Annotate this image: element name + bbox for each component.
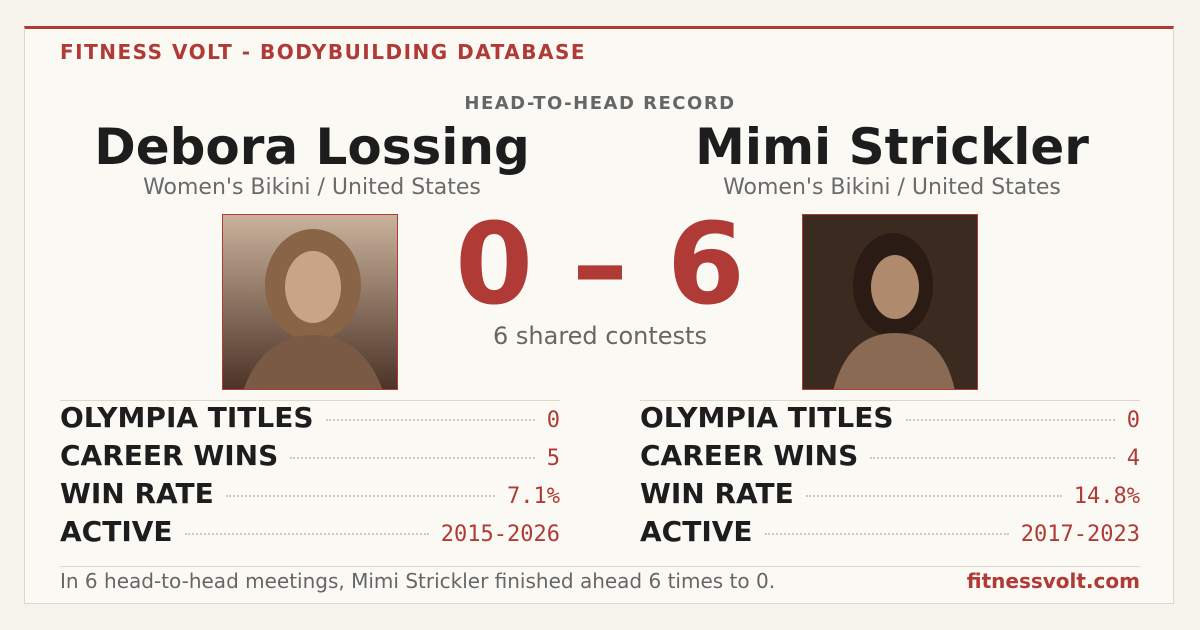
division: Women's Bikini / United States xyxy=(723,175,1061,200)
stat-row: ACTIVE 2017-2023 xyxy=(640,515,1140,553)
leader xyxy=(870,457,1115,459)
photo xyxy=(802,214,978,390)
stat-value: 4 xyxy=(1126,446,1140,471)
photo xyxy=(222,214,398,390)
leader xyxy=(905,419,1115,421)
stat-row: CAREER WINS 4 xyxy=(640,439,1140,477)
stat-row: ACTIVE 2015-2026 xyxy=(60,515,560,553)
site-link: fitnessvolt.com xyxy=(966,569,1140,593)
stat-row: OLYMPIA TITLES 0 xyxy=(60,401,560,439)
stat-value: 0 xyxy=(1126,408,1140,433)
stat-row: OLYMPIA TITLES 0 xyxy=(640,401,1140,439)
stat-label: CAREER WINS xyxy=(60,439,279,472)
stat-label: ACTIVE xyxy=(640,515,753,548)
leader xyxy=(805,495,1062,497)
stat-row: WIN RATE 14.8% xyxy=(640,477,1140,515)
stat-row: CAREER WINS 5 xyxy=(60,439,560,477)
leader xyxy=(325,419,535,421)
stats: OLYMPIA TITLES 0 CAREER WINS 5 WIN RATE 7.1% A… xyxy=(60,400,560,553)
leader xyxy=(290,457,535,459)
stat-value: 2015-2026 xyxy=(440,522,560,547)
photo-image xyxy=(803,215,977,389)
leader xyxy=(225,495,496,497)
score: 0 – 6 xyxy=(455,200,745,330)
stat-label: WIN RATE xyxy=(60,477,214,510)
stat-value: 0 xyxy=(546,408,560,433)
photo-image xyxy=(223,215,397,389)
stat-label: OLYMPIA TITLES xyxy=(640,401,894,434)
leader xyxy=(764,533,1009,535)
stat-value: 2017-2023 xyxy=(1020,522,1140,547)
competitor-name: Debora Lossing xyxy=(94,118,530,176)
stat-label: WIN RATE xyxy=(640,477,794,510)
leader xyxy=(184,533,429,535)
stat-row: WIN RATE 7.1% xyxy=(60,477,560,515)
competitor-name: Mimi Strickler xyxy=(695,118,1089,176)
brand: FITNESS VOLT - BODYBUILDING DATABASE xyxy=(60,40,587,64)
footer: In 6 head-to-head meetings, Mimi Strickl… xyxy=(60,566,1140,593)
stats: OLYMPIA TITLES 0 CAREER WINS 4 WIN RATE 14.8%… xyxy=(640,400,1140,553)
summary: In 6 head-to-head meetings, Mimi Strickl… xyxy=(60,569,776,593)
stat-value: 7.1% xyxy=(507,484,560,509)
division: Women's Bikini / United States xyxy=(143,175,481,200)
stat-label: CAREER WINS xyxy=(640,439,859,472)
stat-label: OLYMPIA TITLES xyxy=(60,401,314,434)
stat-value: 14.8% xyxy=(1073,484,1140,509)
stat-label: ACTIVE xyxy=(60,515,173,548)
stat-value: 5 xyxy=(546,446,560,471)
score-caption: 6 shared contests xyxy=(493,322,707,350)
card xyxy=(24,26,1174,604)
subtitle: HEAD-TO-HEAD RECORD xyxy=(464,93,736,114)
